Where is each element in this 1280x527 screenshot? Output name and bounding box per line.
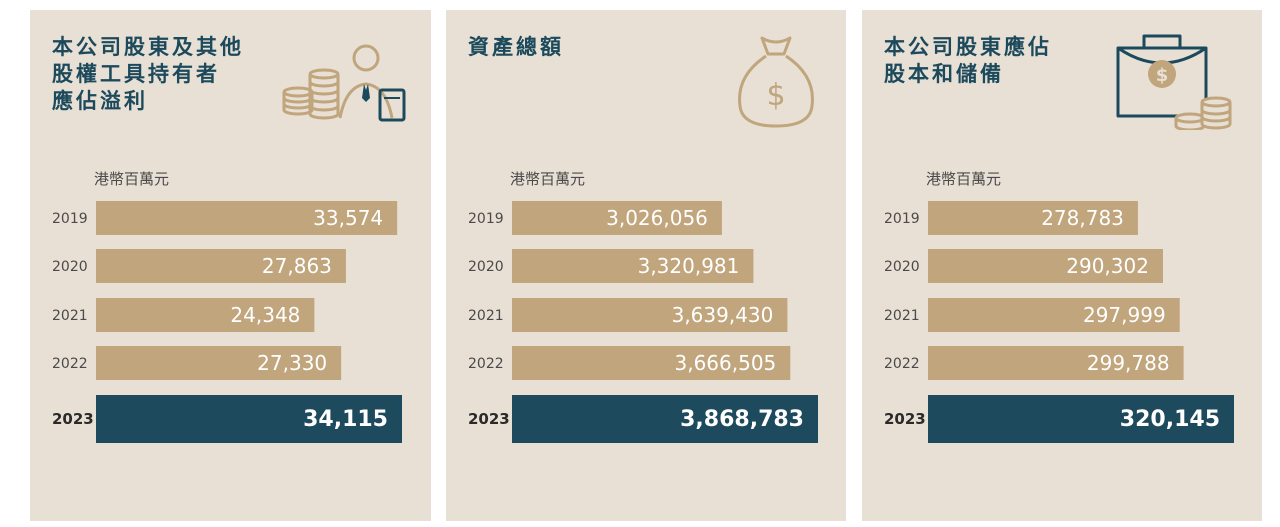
year-label: 2020 — [52, 259, 88, 275]
money-bag-icon: $ — [738, 36, 814, 128]
bar-2020 — [928, 249, 1163, 283]
unit-label: 港幣百萬元 — [926, 170, 1002, 188]
year-label: 2021 — [468, 308, 504, 324]
year-label: 2019 — [52, 211, 88, 227]
coins-businessman-icon — [282, 44, 406, 122]
panel-title: 本公司股東及其他 股權工具持有者 應佔溢利 — [52, 35, 244, 113]
value-label-2023: 3,868,783 — [680, 407, 804, 432]
bar-2019 — [928, 201, 1138, 235]
bar-2022 — [96, 346, 342, 380]
value-label-2020: 290,302 — [1066, 254, 1149, 278]
value-label-2022: 27,330 — [257, 351, 327, 375]
bar-2022 — [512, 346, 791, 380]
unit-label: 港幣百萬元 — [510, 170, 586, 188]
panel-equity-reserves: 本公司股東應佔 股本和儲備 $ 港幣百萬元 2019 278,783 2020 290… — [862, 10, 1262, 521]
briefcase-coins-icon: $ — [1116, 34, 1232, 130]
year-label: 2023 — [884, 410, 926, 428]
bar-2023 — [96, 395, 402, 443]
year-label: 2019 — [884, 211, 920, 227]
bar-2022 — [928, 346, 1184, 380]
bar-2020 — [96, 249, 346, 283]
value-label-2023: 34,115 — [303, 407, 388, 432]
svg-text:$: $ — [1156, 65, 1169, 86]
value-label-2019: 3,026,056 — [606, 206, 708, 230]
value-label-2021: 3,639,430 — [672, 303, 774, 327]
bar-2023 — [512, 395, 818, 443]
bar-2021 — [96, 298, 315, 332]
year-label: 2019 — [468, 211, 504, 227]
year-label: 2021 — [884, 308, 920, 324]
value-label-2020: 3,320,981 — [638, 254, 740, 278]
year-label: 2020 — [468, 259, 504, 275]
year-label: 2020 — [884, 259, 920, 275]
value-label-2019: 33,574 — [313, 206, 383, 230]
bar-chart: 2019 3,026,056 2020 3,320,981 2021 3,639,430 2… — [468, 201, 818, 443]
bar-2023 — [928, 395, 1234, 443]
value-label-2022: 299,788 — [1087, 351, 1170, 375]
bar-2021 — [928, 298, 1180, 332]
panel-title: 資產總額 — [468, 35, 564, 59]
bar-2019 — [512, 201, 722, 235]
value-label-2019: 278,783 — [1041, 206, 1124, 230]
svg-text:$: $ — [766, 78, 785, 113]
year-label: 2021 — [52, 308, 88, 324]
bar-chart: 2019 278,783 2020 290,302 2021 297,999 2022 299… — [884, 201, 1234, 443]
unit-label: 港幣百萬元 — [94, 170, 170, 188]
value-label-2022: 3,666,505 — [674, 351, 776, 375]
bar-2020 — [512, 249, 754, 283]
panel-title: 本公司股東應佔 股本和儲備 — [884, 35, 1052, 86]
panel-profit: 本公司股東及其他 股權工具持有者 應佔溢利 港幣百萬元 2019 33,574 20… — [30, 10, 431, 521]
bar-2019 — [96, 201, 398, 235]
year-label: 2022 — [468, 356, 504, 372]
panel-total-assets: 資產總額 $ 港幣百萬元 2019 3,026,056 2020 3,320,981 2… — [446, 10, 846, 521]
value-label-2021: 24,348 — [230, 303, 300, 327]
bar-2021 — [512, 298, 788, 332]
year-label: 2022 — [884, 356, 920, 372]
year-label: 2023 — [52, 410, 94, 428]
value-label-2020: 27,863 — [262, 254, 332, 278]
year-label: 2023 — [468, 410, 510, 428]
year-label: 2022 — [52, 356, 88, 372]
value-label-2023: 320,145 — [1120, 407, 1220, 432]
value-label-2021: 297,999 — [1083, 303, 1166, 327]
bar-chart: 2019 33,574 2020 27,863 2021 24,348 2022 27,330… — [52, 201, 402, 443]
